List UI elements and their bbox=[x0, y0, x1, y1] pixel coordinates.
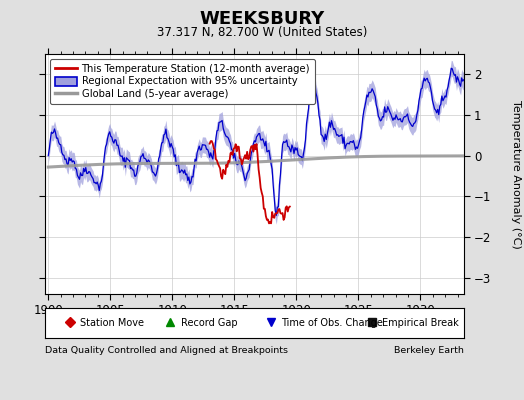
Y-axis label: Temperature Anomaly (°C): Temperature Anomaly (°C) bbox=[511, 100, 521, 248]
Text: 37.317 N, 82.700 W (United States): 37.317 N, 82.700 W (United States) bbox=[157, 26, 367, 39]
Text: Data Quality Controlled and Aligned at Breakpoints: Data Quality Controlled and Aligned at B… bbox=[45, 346, 288, 355]
Text: Time of Obs. Change: Time of Obs. Change bbox=[281, 318, 383, 328]
Legend: This Temperature Station (12-month average), Regional Expectation with 95% uncer: This Temperature Station (12-month avera… bbox=[50, 59, 315, 104]
Text: Empirical Break: Empirical Break bbox=[382, 318, 458, 328]
Text: WEEKSBURY: WEEKSBURY bbox=[199, 10, 325, 28]
Text: Berkeley Earth: Berkeley Earth bbox=[394, 346, 464, 355]
Text: Record Gap: Record Gap bbox=[181, 318, 237, 328]
Text: Station Move: Station Move bbox=[80, 318, 144, 328]
